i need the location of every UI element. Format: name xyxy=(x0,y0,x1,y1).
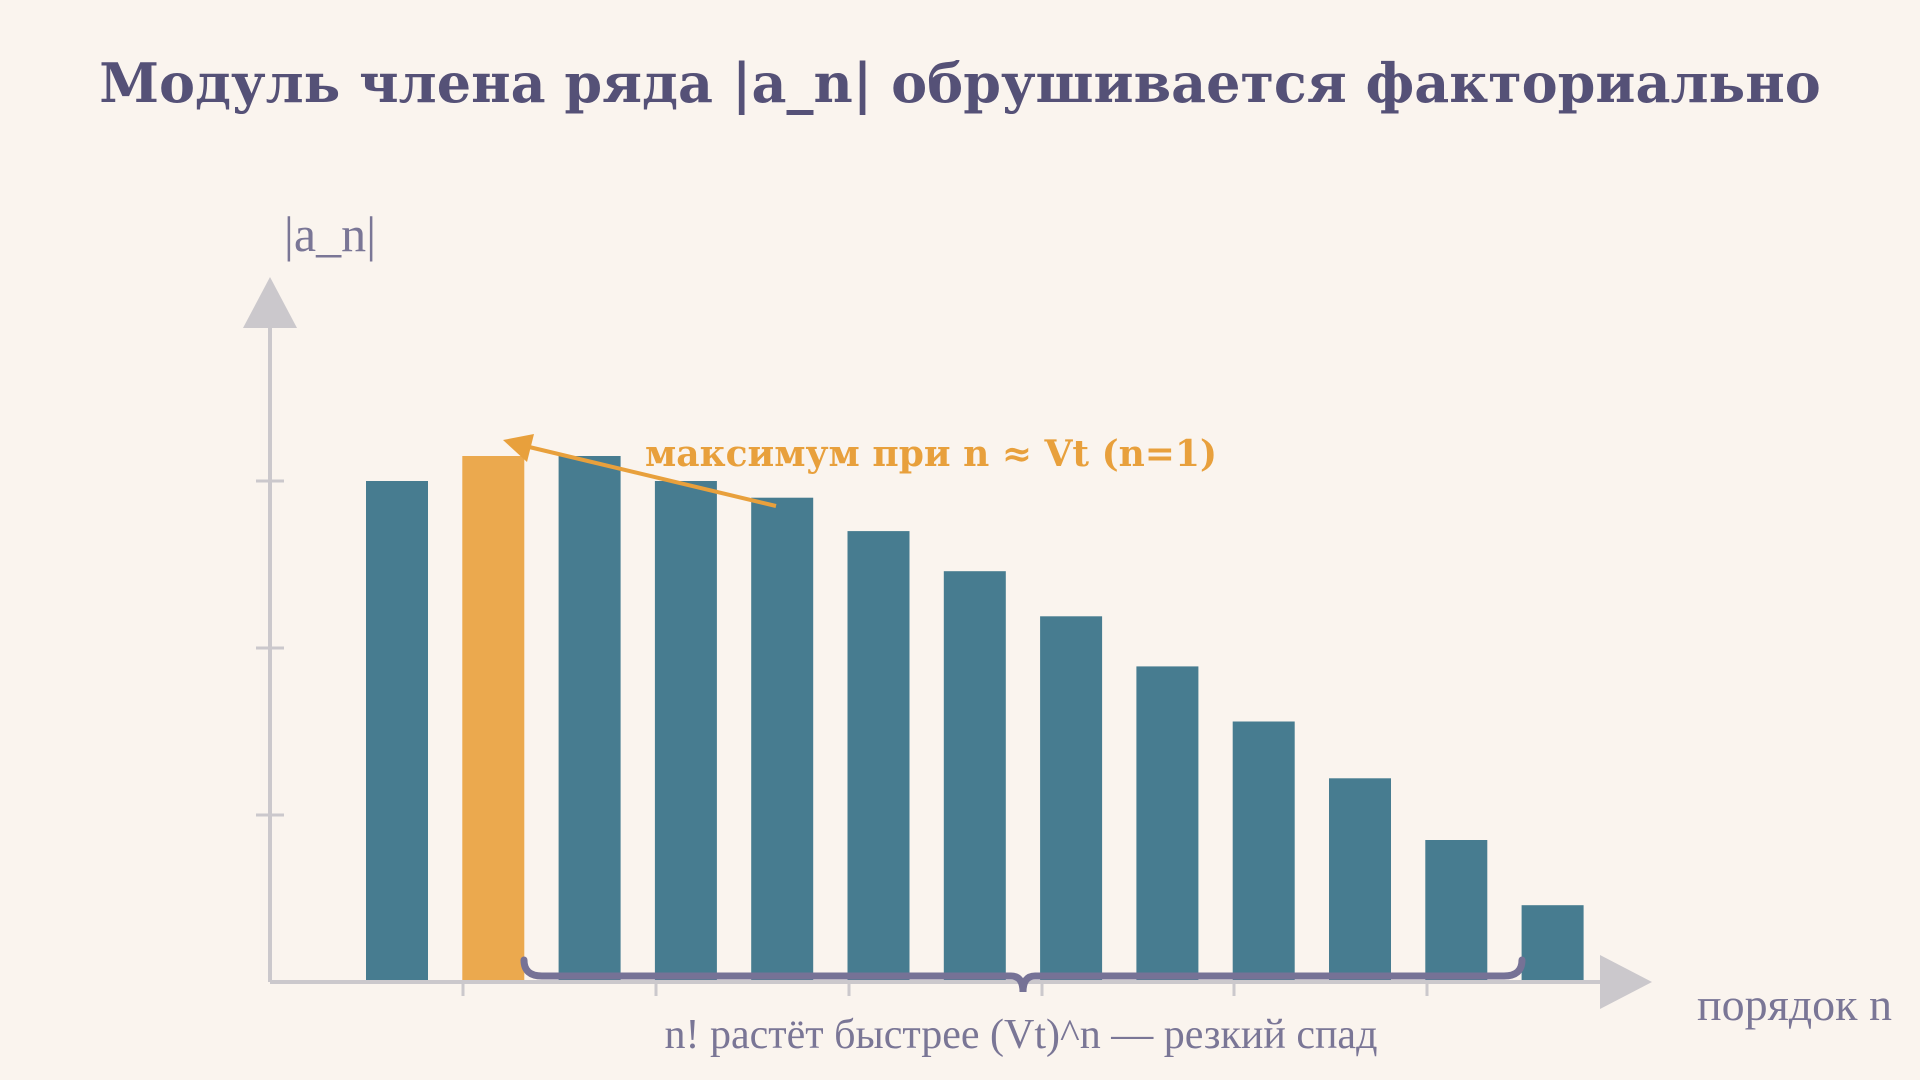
bar-2 xyxy=(558,456,621,982)
bar-9 xyxy=(1232,721,1295,982)
bar-6 xyxy=(943,571,1006,982)
y-axis-arrow xyxy=(243,277,297,328)
bar-10 xyxy=(1329,778,1391,982)
bar-4 xyxy=(751,497,814,982)
bar-1 xyxy=(462,456,525,982)
bar-0 xyxy=(366,481,428,982)
bars-layer xyxy=(366,456,1584,982)
bar-5 xyxy=(847,531,910,982)
x-axis-label: порядок n xyxy=(1697,979,1892,1030)
annotation-text: максимум при n ≈ Vt (n=1) xyxy=(645,433,1217,475)
bar-7 xyxy=(1040,616,1103,982)
brace-layer xyxy=(520,956,1526,993)
y-axis-label: |a_n| xyxy=(284,206,376,262)
annotation-layer xyxy=(503,434,777,508)
bar-3 xyxy=(654,481,717,982)
bar-11 xyxy=(1425,840,1488,982)
brace xyxy=(520,956,1526,993)
bar-12 xyxy=(1521,905,1584,982)
bar-8 xyxy=(1136,666,1199,982)
chart-title: Модуль члена ряда |a_n| обрушивается фак… xyxy=(99,51,1821,116)
annotation-arrow-head xyxy=(503,434,534,462)
axes-layer xyxy=(243,277,1652,1009)
annotation-fade xyxy=(650,470,750,498)
x-axis-arrow xyxy=(1600,955,1652,1009)
brace-label: n! растёт быстрее (Vt)^n — резкий спад xyxy=(665,1012,1378,1058)
